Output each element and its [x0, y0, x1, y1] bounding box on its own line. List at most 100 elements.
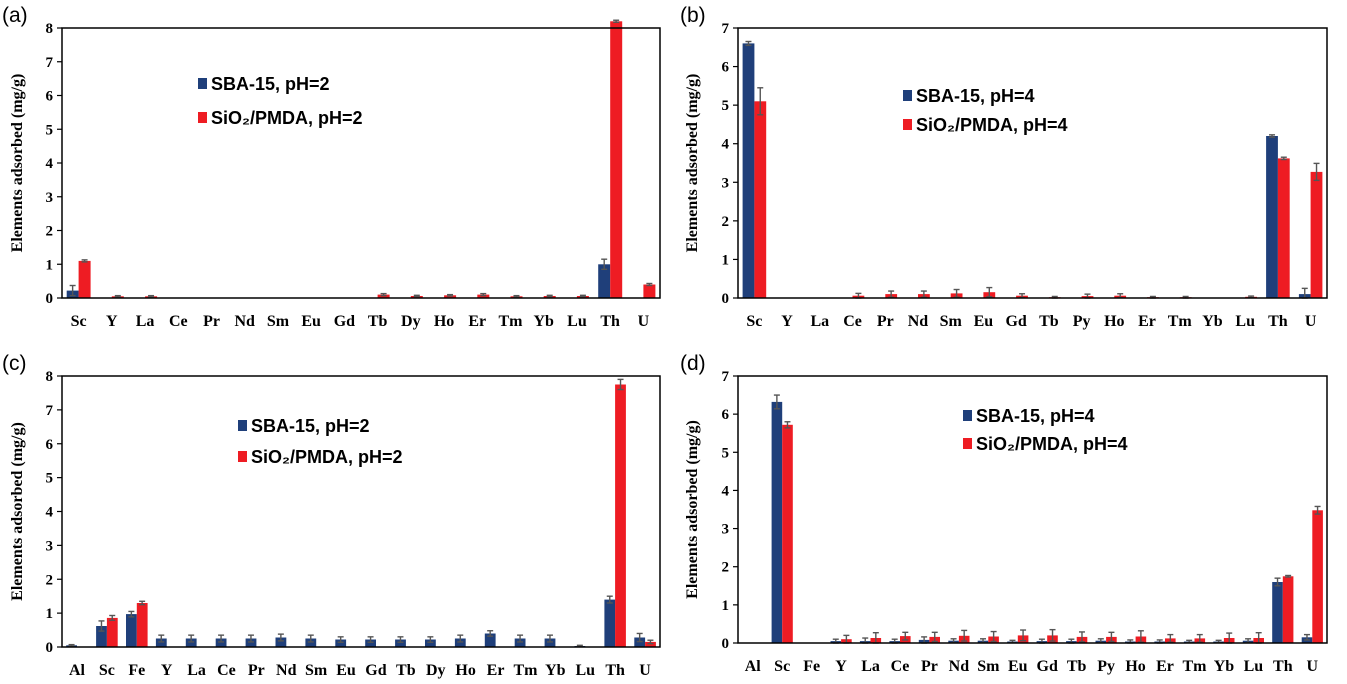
- y-axis-label: Elements adsorbed (mg/g): [9, 422, 26, 601]
- bar-sba15-sc: [772, 402, 783, 643]
- legend: SBA-15, pH=2SiO₂/PMDA, pH=2: [238, 416, 403, 467]
- error-bar: [82, 260, 88, 262]
- x-tick-label: Sc: [71, 313, 87, 330]
- bar-sio2-pmda-th: [1283, 576, 1294, 643]
- bar-sio2-pmda-sc: [782, 425, 793, 643]
- y-tick-label: 8: [46, 369, 54, 385]
- legend-swatch: [963, 410, 972, 421]
- error-bar: [580, 295, 586, 296]
- x-tick-label: Ce: [843, 313, 862, 330]
- x-tick-label: Tb: [396, 662, 416, 679]
- x-tick-label: Fe: [803, 658, 820, 675]
- y-tick-label: 8: [46, 21, 54, 37]
- y-tick-label: 3: [46, 190, 54, 206]
- bar-sba15-th: [1272, 582, 1283, 643]
- x-tick-label: La: [861, 658, 880, 675]
- x-tick-label: Dy: [401, 313, 421, 330]
- x-tick-label: Nd: [234, 313, 255, 330]
- x-tick-label: Ho: [455, 662, 475, 679]
- error-bar: [1117, 294, 1123, 298]
- bar-sio2-pmda-sc: [107, 618, 118, 647]
- y-tick-label: 4: [722, 483, 730, 499]
- y-tick-label: 2: [722, 560, 730, 576]
- x-tick-label: Nd: [276, 662, 297, 679]
- plot-frame: [62, 28, 660, 298]
- legend-entry: SBA-15, pH=4: [916, 86, 1035, 106]
- bar-sio2-pmda-th: [615, 385, 626, 648]
- error-bar: [547, 295, 553, 296]
- x-tick-label: Pr: [248, 662, 265, 679]
- y-tick-label: 5: [46, 122, 54, 138]
- x-tick-label: Al: [69, 662, 86, 679]
- x-tick-label: Lu: [1244, 658, 1264, 675]
- x-tick-label: Tm: [499, 313, 524, 330]
- y-tick-label: 0: [46, 640, 54, 656]
- x-tick-label: Y: [835, 658, 847, 675]
- x-tick-label: Yb: [1202, 313, 1223, 330]
- y-tick-label: 1: [722, 598, 730, 614]
- bar-sba15-th: [1266, 136, 1278, 298]
- x-tick-label: Eu: [1008, 658, 1028, 675]
- y-tick-label: 5: [722, 445, 730, 461]
- y-tick-label: 1: [46, 257, 54, 273]
- y-tick-label: 1: [46, 606, 54, 622]
- x-tick-label: Ce: [217, 662, 236, 679]
- bar-sio2-pmda-u: [1312, 510, 1323, 643]
- x-tick-label: Nd: [949, 658, 970, 675]
- y-tick-label: 6: [722, 60, 730, 76]
- y-tick-label: 7: [722, 369, 730, 385]
- x-tick-label: U: [1306, 658, 1318, 675]
- y-tick-label: 7: [46, 55, 54, 71]
- x-tick-label: Ho: [1125, 658, 1145, 675]
- x-tick-label: Sm: [267, 313, 290, 330]
- error-bar: [1019, 294, 1025, 298]
- x-tick-label: Er: [468, 313, 486, 330]
- x-tick-label: Py: [1097, 658, 1115, 675]
- x-tick-label: Lu: [567, 313, 587, 330]
- error-bar: [447, 295, 453, 296]
- x-tick-label: Gd: [1037, 658, 1058, 675]
- x-tick-label: Y: [106, 313, 118, 330]
- legend-entry: SiO₂/PMDA, pH=2: [211, 108, 363, 128]
- x-tick-label: Sm: [305, 662, 328, 679]
- legend-swatch: [903, 90, 912, 101]
- x-tick-label: Gd: [365, 662, 386, 679]
- x-tick-label: Eu: [301, 313, 321, 330]
- y-tick-label: 3: [722, 522, 730, 538]
- x-tick-label: Tm: [513, 662, 538, 679]
- y-tick-label: 5: [722, 98, 730, 114]
- legend-entry: SiO₂/PMDA, pH=4: [976, 434, 1128, 454]
- bar-sio2-pmda-u: [1311, 172, 1323, 298]
- x-tick-label: Gd: [1005, 313, 1026, 330]
- x-tick-label: Th: [1273, 658, 1293, 675]
- y-tick-label: 5: [46, 471, 54, 487]
- y-tick-label: 2: [46, 224, 54, 240]
- bar-sio2-pmda-sc: [79, 261, 91, 298]
- x-tick-label: Ce: [169, 313, 188, 330]
- x-tick-label: Er: [1138, 313, 1156, 330]
- x-tick-label: Sm: [940, 313, 963, 330]
- bar-sba15-sc: [743, 43, 755, 298]
- error-bar: [1285, 575, 1291, 577]
- error-bar: [513, 296, 519, 297]
- x-tick-label: Ce: [891, 658, 910, 675]
- x-tick-label: U: [639, 662, 651, 679]
- x-tick-label: Tm: [1182, 658, 1207, 675]
- x-tick-label: Nd: [908, 313, 929, 330]
- legend-entry: SBA-15, pH=2: [251, 416, 370, 436]
- x-tick-label: Sc: [746, 313, 762, 330]
- y-tick-label: 7: [46, 403, 54, 419]
- x-tick-label: Ho: [434, 313, 454, 330]
- x-tick-label: Tb: [1039, 313, 1059, 330]
- x-tick-label: Pr: [921, 658, 938, 675]
- panel-label: (c): [2, 352, 27, 375]
- x-tick-label: Th: [1268, 313, 1288, 330]
- y-tick-label: 4: [46, 156, 54, 172]
- bar-sio2-pmda-th: [610, 21, 622, 298]
- legend-swatch: [238, 451, 247, 462]
- error-bar: [1281, 157, 1287, 159]
- x-tick-label: Tm: [1168, 313, 1193, 330]
- bar-sba15-th: [604, 600, 615, 647]
- legend: SBA-15, pH=4 SiO₂/PMDA, pH=4: [903, 86, 1068, 135]
